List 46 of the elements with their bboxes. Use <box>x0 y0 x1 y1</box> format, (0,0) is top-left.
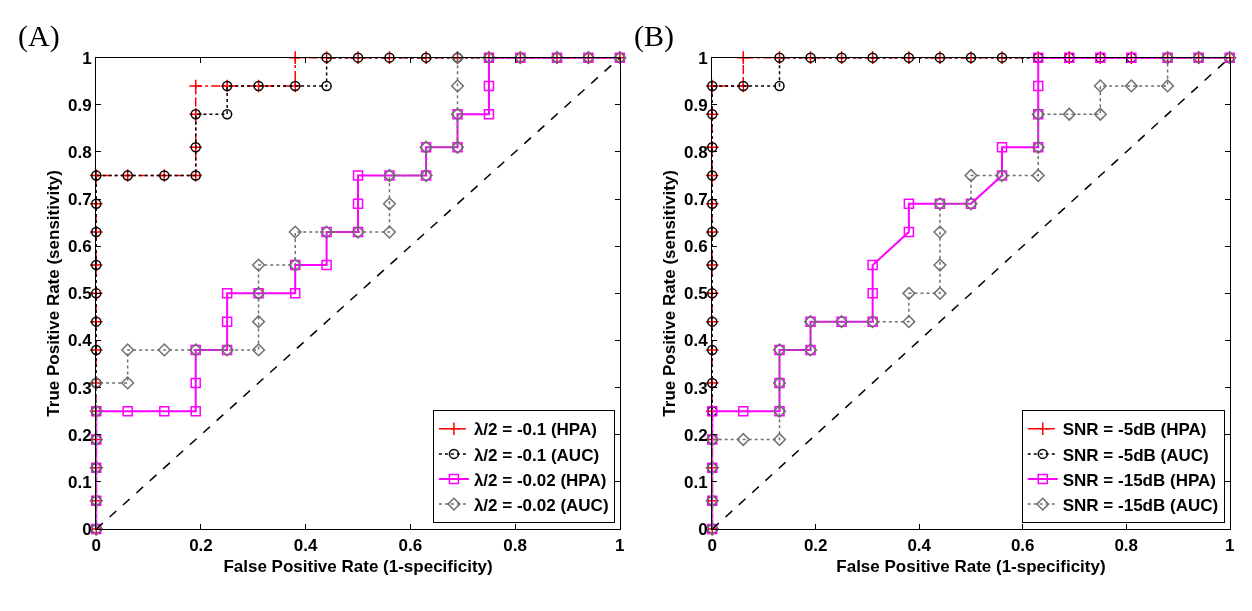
y-tick-label: 0.5 <box>684 284 708 304</box>
chart-title: (B) <box>634 19 674 53</box>
y-tick-label: 0.9 <box>684 95 708 115</box>
x-axis-title: False Positive Rate (1-specificity) <box>223 556 493 576</box>
x-tick-label: 0.8 <box>1114 535 1139 555</box>
y-tick-label: 1 <box>82 48 92 68</box>
legend-label: λ/2 = -0.02 (HPA) <box>473 470 607 490</box>
x-tick-label: 1 <box>615 535 625 555</box>
y-tick-label: 0 <box>698 520 708 540</box>
x-tick-label: 0.8 <box>503 535 527 555</box>
y-axis-title: True Positive Rate (sensitivity) <box>659 170 679 417</box>
y-tick-label: 0.6 <box>68 237 92 257</box>
y-tick-label: 0.7 <box>684 190 708 210</box>
y-tick-label: 0.3 <box>68 378 92 398</box>
y-tick-label: 0.8 <box>684 142 708 162</box>
x-axis-title: False Positive Rate (1-specificity) <box>836 556 1106 576</box>
y-tick-label: 0.3 <box>684 378 708 398</box>
y-tick-label: 0.9 <box>68 95 92 115</box>
y-tick-label: 0.2 <box>68 425 92 445</box>
legend-label: λ/2 = -0.1 (AUC) <box>473 445 600 465</box>
x-tick-label: 0.4 <box>293 535 319 555</box>
y-tick-label: 0 <box>82 520 92 540</box>
y-tick-label: 0.4 <box>68 331 93 351</box>
legend-label: SNR = -15dB (AUC) <box>1062 495 1219 515</box>
y-tick-label: 0.7 <box>68 190 92 210</box>
y-tick-label: 0.5 <box>68 284 92 304</box>
y-axis-title: True Positive Rate (sensitivity) <box>43 170 63 417</box>
x-tick-label: 0.2 <box>803 535 828 555</box>
x-tick-label: 1 <box>1224 535 1235 555</box>
x-tick-label: 0.6 <box>1010 535 1035 555</box>
x-tick-label: 0.4 <box>907 535 932 555</box>
y-tick-label: 0.8 <box>68 142 92 162</box>
y-tick-label: 1 <box>698 48 708 68</box>
y-tick-label: 0.2 <box>684 425 708 445</box>
legend-label: λ/2 = -0.1 (HPA) <box>473 420 597 440</box>
legend-label: λ/2 = -0.02 (AUC) <box>473 495 609 515</box>
x-tick-label: 0.6 <box>398 535 423 555</box>
legend-label: SNR = -15dB (HPA) <box>1062 470 1216 490</box>
legend-label: SNR = -5dB (AUC) <box>1062 445 1209 465</box>
legend-label: SNR = -5dB (HPA) <box>1062 420 1207 440</box>
chart-title: (A) <box>18 19 60 53</box>
y-tick-label: 0.4 <box>684 331 709 351</box>
y-tick-label: 0.1 <box>68 472 92 492</box>
x-tick-label: 0.2 <box>189 535 213 555</box>
y-tick-label: 0.1 <box>684 472 708 492</box>
y-tick-label: 0.6 <box>684 237 708 257</box>
